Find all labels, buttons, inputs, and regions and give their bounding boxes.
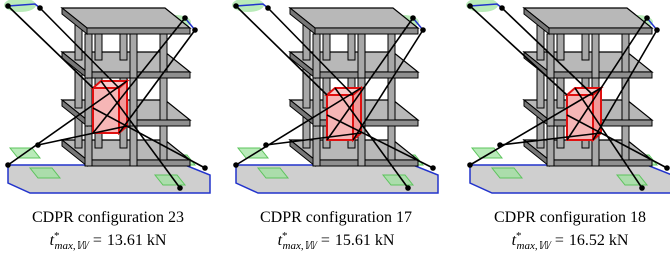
caption: CDPR configuration 18 (494, 209, 646, 226)
drawings (4, 0, 670, 193)
slab-edge (549, 160, 652, 166)
anchor-point (192, 27, 198, 33)
slab-edge (549, 72, 652, 78)
value: 16.52 kN (569, 232, 629, 249)
equals: = (321, 232, 330, 249)
caption: CDPR configuration 17 (260, 209, 412, 226)
structure-drawing (466, 0, 670, 193)
anchor-point (644, 15, 650, 21)
column (592, 34, 599, 78)
anchor-point (467, 162, 473, 168)
equals: = (93, 232, 102, 249)
column (85, 126, 92, 166)
anchor-point (5, 3, 11, 9)
column (130, 126, 137, 166)
anchor-point (654, 27, 660, 33)
column (160, 28, 167, 72)
caption: CDPR configuration 23 (32, 209, 184, 226)
subscript: max,𝕎 (55, 240, 90, 252)
anchor-point (405, 185, 411, 191)
captions: CDPR configuration 23t*max,𝕎=13.61 kNCDP… (32, 209, 646, 252)
anchor-point (499, 5, 505, 11)
column (160, 72, 167, 120)
slab-edge (315, 160, 418, 166)
anchor-point (177, 185, 183, 191)
anchor-point (265, 5, 271, 11)
metric: t*max,𝕎=13.61 kN (50, 230, 167, 252)
anchor-point (182, 15, 188, 21)
anchor-point (410, 15, 416, 21)
column (388, 28, 395, 72)
anchor-point (467, 3, 473, 9)
anchor-point (5, 162, 11, 168)
metric: t*max,𝕎=15.61 kN (278, 230, 395, 252)
anchor-point (233, 162, 239, 168)
column (130, 34, 137, 78)
anchor-point (497, 142, 503, 148)
anchor-point (420, 27, 426, 33)
anchor-point (233, 3, 239, 9)
column (313, 126, 320, 166)
anchor-point (35, 142, 41, 148)
anchor-point (202, 165, 208, 171)
structure-drawing (4, 0, 210, 193)
anchor-point (664, 165, 670, 171)
column (547, 126, 554, 166)
structure-drawing (232, 0, 438, 193)
metric: t*max,𝕎=16.52 kN (512, 230, 629, 252)
slab-edge (87, 160, 190, 166)
anchor-point (430, 165, 436, 171)
equals: = (555, 232, 564, 249)
figure: CDPR configuration 23t*max,𝕎=13.61 kNCDP… (0, 0, 670, 259)
anchor-patch (238, 148, 268, 158)
subscript: max,𝕎 (517, 240, 552, 252)
anchor-point (37, 5, 43, 11)
value: 15.61 kN (335, 232, 395, 249)
column (358, 34, 365, 78)
value: 13.61 kN (107, 232, 167, 249)
anchor-point (263, 142, 269, 148)
subscript: max,𝕎 (283, 240, 318, 252)
anchor-point (639, 185, 645, 191)
